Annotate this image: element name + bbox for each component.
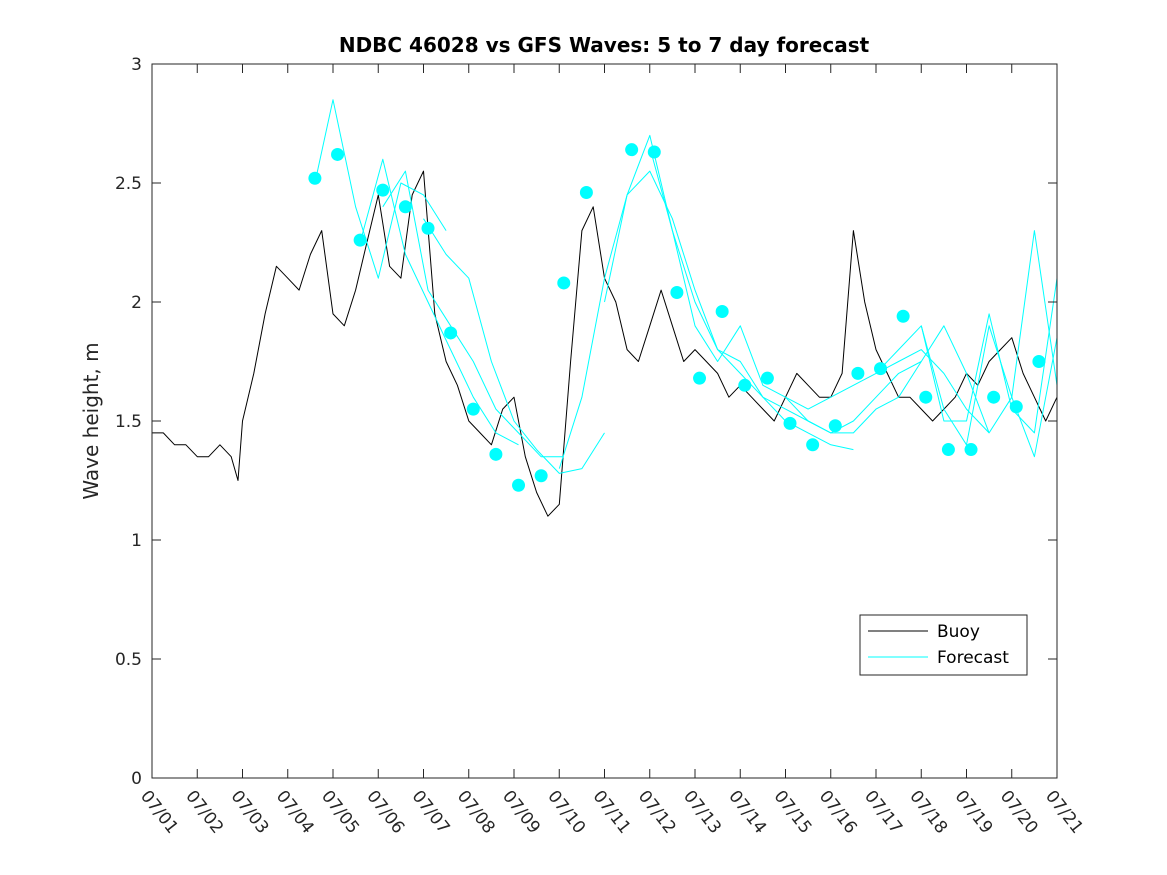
forecast-series-line: [558, 170, 854, 469]
forecast-marker: [1032, 355, 1046, 368]
forecast-marker: [760, 371, 774, 385]
x-tick-label: 07/21: [1041, 787, 1087, 838]
x-tick-label: 07/11: [589, 787, 635, 838]
forecast-marker: [308, 171, 322, 185]
y-tick-label: 0.5: [115, 650, 142, 670]
x-tick-label: 07/18: [905, 787, 951, 838]
x-tick-label: 07/17: [860, 787, 906, 838]
forecast-marker: [331, 147, 345, 161]
forecast-series-line: [920, 278, 1058, 434]
forecast-marker: [896, 309, 910, 323]
forecast-marker: [421, 221, 435, 235]
x-tick-label: 07/04: [272, 787, 318, 838]
x-tick-label: 07/10: [543, 787, 589, 838]
forecast-series-line: [604, 134, 922, 434]
x-tick-label: 07/08: [453, 787, 499, 838]
forecast-series-line: [314, 99, 447, 279]
forecast-series-line: [359, 158, 519, 446]
y-axis-label: Wave height, m: [79, 342, 103, 499]
x-tick-label: 07/16: [815, 787, 861, 838]
marker-layer: [308, 143, 1046, 492]
forecast-marker: [941, 443, 955, 457]
y-tick-label: 2: [131, 293, 142, 313]
forecast-marker: [398, 200, 412, 214]
y-tick-label: 2.5: [115, 174, 142, 194]
forecast-marker: [353, 233, 367, 247]
forecast-marker: [738, 378, 752, 392]
x-tick-label: 07/02: [181, 787, 227, 838]
forecast-marker: [715, 305, 729, 319]
forecast-marker: [851, 366, 865, 380]
forecast-marker: [670, 285, 684, 299]
y-tick-label: 3: [131, 55, 142, 75]
x-tick-label: 07/13: [679, 787, 725, 838]
forecast-marker: [1009, 400, 1023, 414]
forecast-marker: [828, 419, 842, 433]
forecast-marker: [512, 478, 526, 492]
legend: Buoy Forecast: [859, 614, 1028, 676]
forecast-marker: [874, 362, 888, 376]
x-tick-label: 07/15: [770, 787, 816, 838]
plot-area: [151, 63, 1058, 779]
x-tick-label: 07/05: [317, 787, 363, 838]
x-tick-label: 07/01: [136, 787, 182, 838]
forecast-marker: [625, 143, 639, 157]
x-tick-label: 07/03: [227, 787, 273, 838]
y-tick-label: 0: [131, 769, 142, 789]
forecast-marker: [466, 402, 480, 416]
forecast-marker: [806, 438, 820, 452]
forecast-series-line: [423, 218, 605, 474]
chart-title: NDBC 46028 vs GFS Waves: 5 to 7 day fore…: [339, 33, 870, 57]
x-tick-label: 07/07: [408, 787, 454, 838]
y-tick-label: 1.5: [115, 412, 142, 432]
x-tick-label: 07/14: [724, 787, 770, 838]
forecast-marker: [534, 469, 548, 483]
forecast-marker: [557, 276, 571, 290]
x-tick-label: 07/20: [996, 787, 1042, 838]
forecast-marker: [693, 371, 707, 385]
forecast-marker: [489, 447, 503, 461]
forecast-marker: [987, 390, 1001, 404]
x-tick-label: 07/09: [498, 787, 544, 838]
forecast-marker: [376, 183, 390, 197]
forecast-marker: [647, 145, 661, 159]
forecast-marker: [444, 326, 458, 340]
forecast-marker: [579, 186, 593, 200]
y-axis: 0 0.5 1 1.5 2 2.5 3: [115, 55, 1057, 789]
forecast-series-line: [382, 170, 564, 458]
x-tick-label: 07/19: [951, 787, 997, 838]
legend-buoy-label: Buoy: [937, 622, 980, 642]
legend-box: [859, 614, 1028, 676]
forecast-marker: [783, 416, 797, 430]
y-tick-label: 1: [131, 531, 142, 551]
legend-forecast-label: Forecast: [937, 648, 1009, 668]
forecast-series-line: [875, 325, 1058, 458]
forecast-marker: [919, 390, 933, 404]
forecast-series-line: [649, 147, 990, 434]
x-tick-label: 07/12: [634, 787, 680, 838]
x-tick-label: 07/06: [362, 787, 408, 838]
forecast-marker: [964, 443, 978, 457]
series-layer: [152, 99, 1058, 517]
